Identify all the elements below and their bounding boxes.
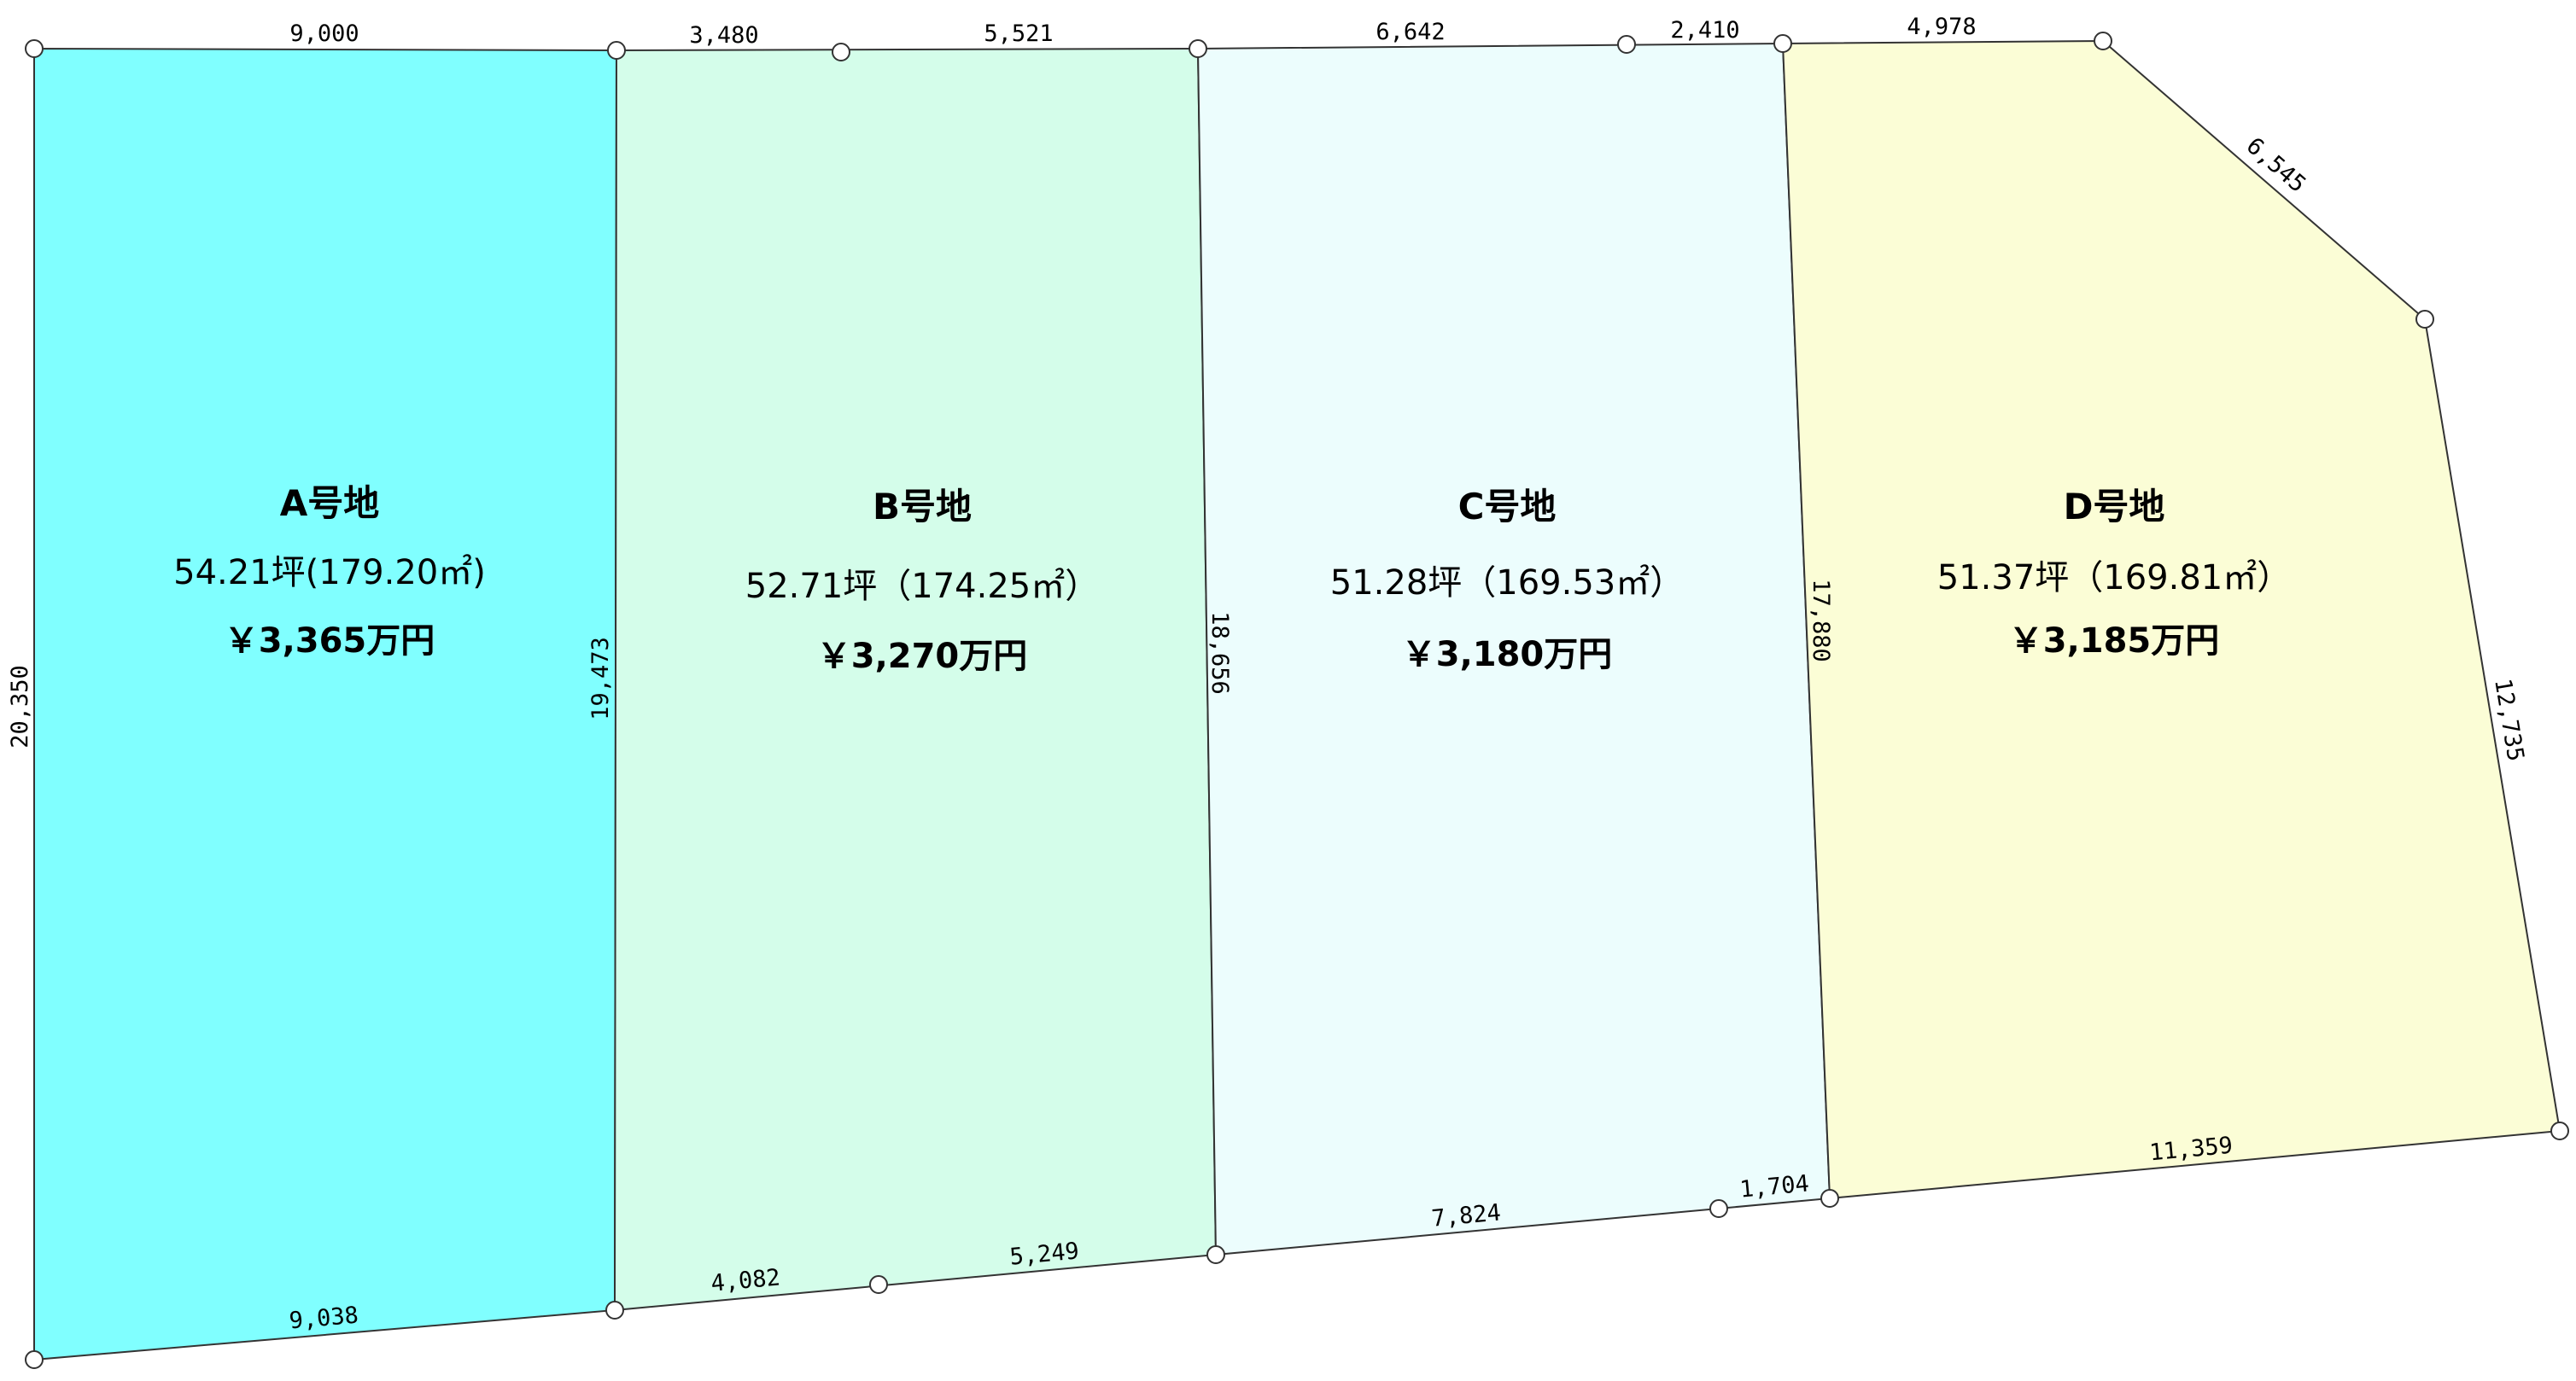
- survey-point-10[interactable]: [1820, 1189, 1839, 1208]
- survey-points: [25, 32, 2569, 1369]
- plot-d-price: ￥3,185万円: [2009, 621, 2220, 661]
- plot-label-a: A号地 54.21坪(179.20㎡) ￥3,365万円: [173, 482, 486, 661]
- survey-point-15[interactable]: [25, 1350, 44, 1369]
- survey-point-5[interactable]: [1617, 35, 1636, 54]
- dim-divider-ab: 19,473: [587, 637, 614, 720]
- plot-a-area: 54.21坪(179.20㎡): [173, 553, 486, 592]
- plot-b-price: ￥3,270万円: [817, 637, 1028, 676]
- dim-divider-bc: 18,656: [1206, 611, 1233, 695]
- dim-bottom-3: 5,249: [1008, 1238, 1080, 1270]
- dim-top-4: 6,642: [1376, 19, 1445, 45]
- survey-point-14[interactable]: [605, 1301, 624, 1320]
- survey-point-13[interactable]: [869, 1275, 888, 1294]
- plot-label-d: D号地 51.37坪（169.81㎡） ￥3,185万円: [1937, 486, 2291, 661]
- dim-left: 20,350: [7, 665, 33, 749]
- dim-top-5: 2,410: [1670, 17, 1739, 44]
- dim-top-6: 4,978: [1907, 14, 1976, 40]
- plot-b-name: B号地: [873, 486, 972, 527]
- survey-point-2[interactable]: [607, 41, 626, 60]
- dim-bottom-4: 7,824: [1430, 1199, 1502, 1232]
- plot-c-name: C号地: [1458, 486, 1557, 527]
- dim-top-1: 9,000: [289, 20, 359, 47]
- parcels: [33, 39, 2561, 1361]
- plot-d-name: D号地: [2064, 486, 2165, 527]
- dim-top-2: 3,480: [689, 22, 758, 49]
- plot-d-area: 51.37坪（169.81㎡）: [1937, 558, 2291, 597]
- parcel-d[interactable]: [1781, 39, 2561, 1200]
- survey-point-11[interactable]: [1709, 1199, 1728, 1218]
- dimensions-bottom: 9,038 4,082 5,249 7,824 1,704 11,359: [288, 1133, 2234, 1335]
- survey-point-4[interactable]: [1189, 39, 1207, 58]
- survey-point-12[interactable]: [1206, 1245, 1225, 1264]
- plot-label-b: B号地 52.71坪（174.25㎡） ￥3,270万円: [745, 486, 1099, 676]
- survey-point-7[interactable]: [2094, 32, 2112, 50]
- dim-divider-cd: 17,880: [1808, 579, 1834, 662]
- plot-c-area: 51.28坪（169.53㎡）: [1330, 563, 1684, 603]
- plot-b-area: 52.71坪（174.25㎡）: [745, 567, 1099, 606]
- dim-bottom-2: 4,082: [710, 1264, 781, 1297]
- survey-point-9[interactable]: [2550, 1122, 2569, 1140]
- dim-bottom-5: 1,704: [1738, 1170, 1810, 1203]
- plot-label-c: C号地 51.28坪（169.53㎡） ￥3,180万円: [1330, 486, 1684, 674]
- survey-point-1[interactable]: [25, 39, 44, 58]
- plot-a-name: A号地: [280, 482, 380, 524]
- survey-point-6[interactable]: [1773, 34, 1792, 53]
- plot-a-price: ￥3,365万円: [225, 621, 435, 661]
- dim-top-3: 5,521: [984, 20, 1053, 47]
- dimensions-top: 9,000 3,480 5,521 6,642 2,410 4,978: [289, 14, 1976, 49]
- plot-c-price: ￥3,180万円: [1402, 635, 1613, 674]
- survey-point-3[interactable]: [832, 43, 850, 61]
- parcel-b[interactable]: [613, 47, 1218, 1312]
- parcel-a[interactable]: [33, 47, 618, 1361]
- dim-bottom-1: 9,038: [288, 1302, 359, 1335]
- survey-point-8[interactable]: [2415, 310, 2434, 329]
